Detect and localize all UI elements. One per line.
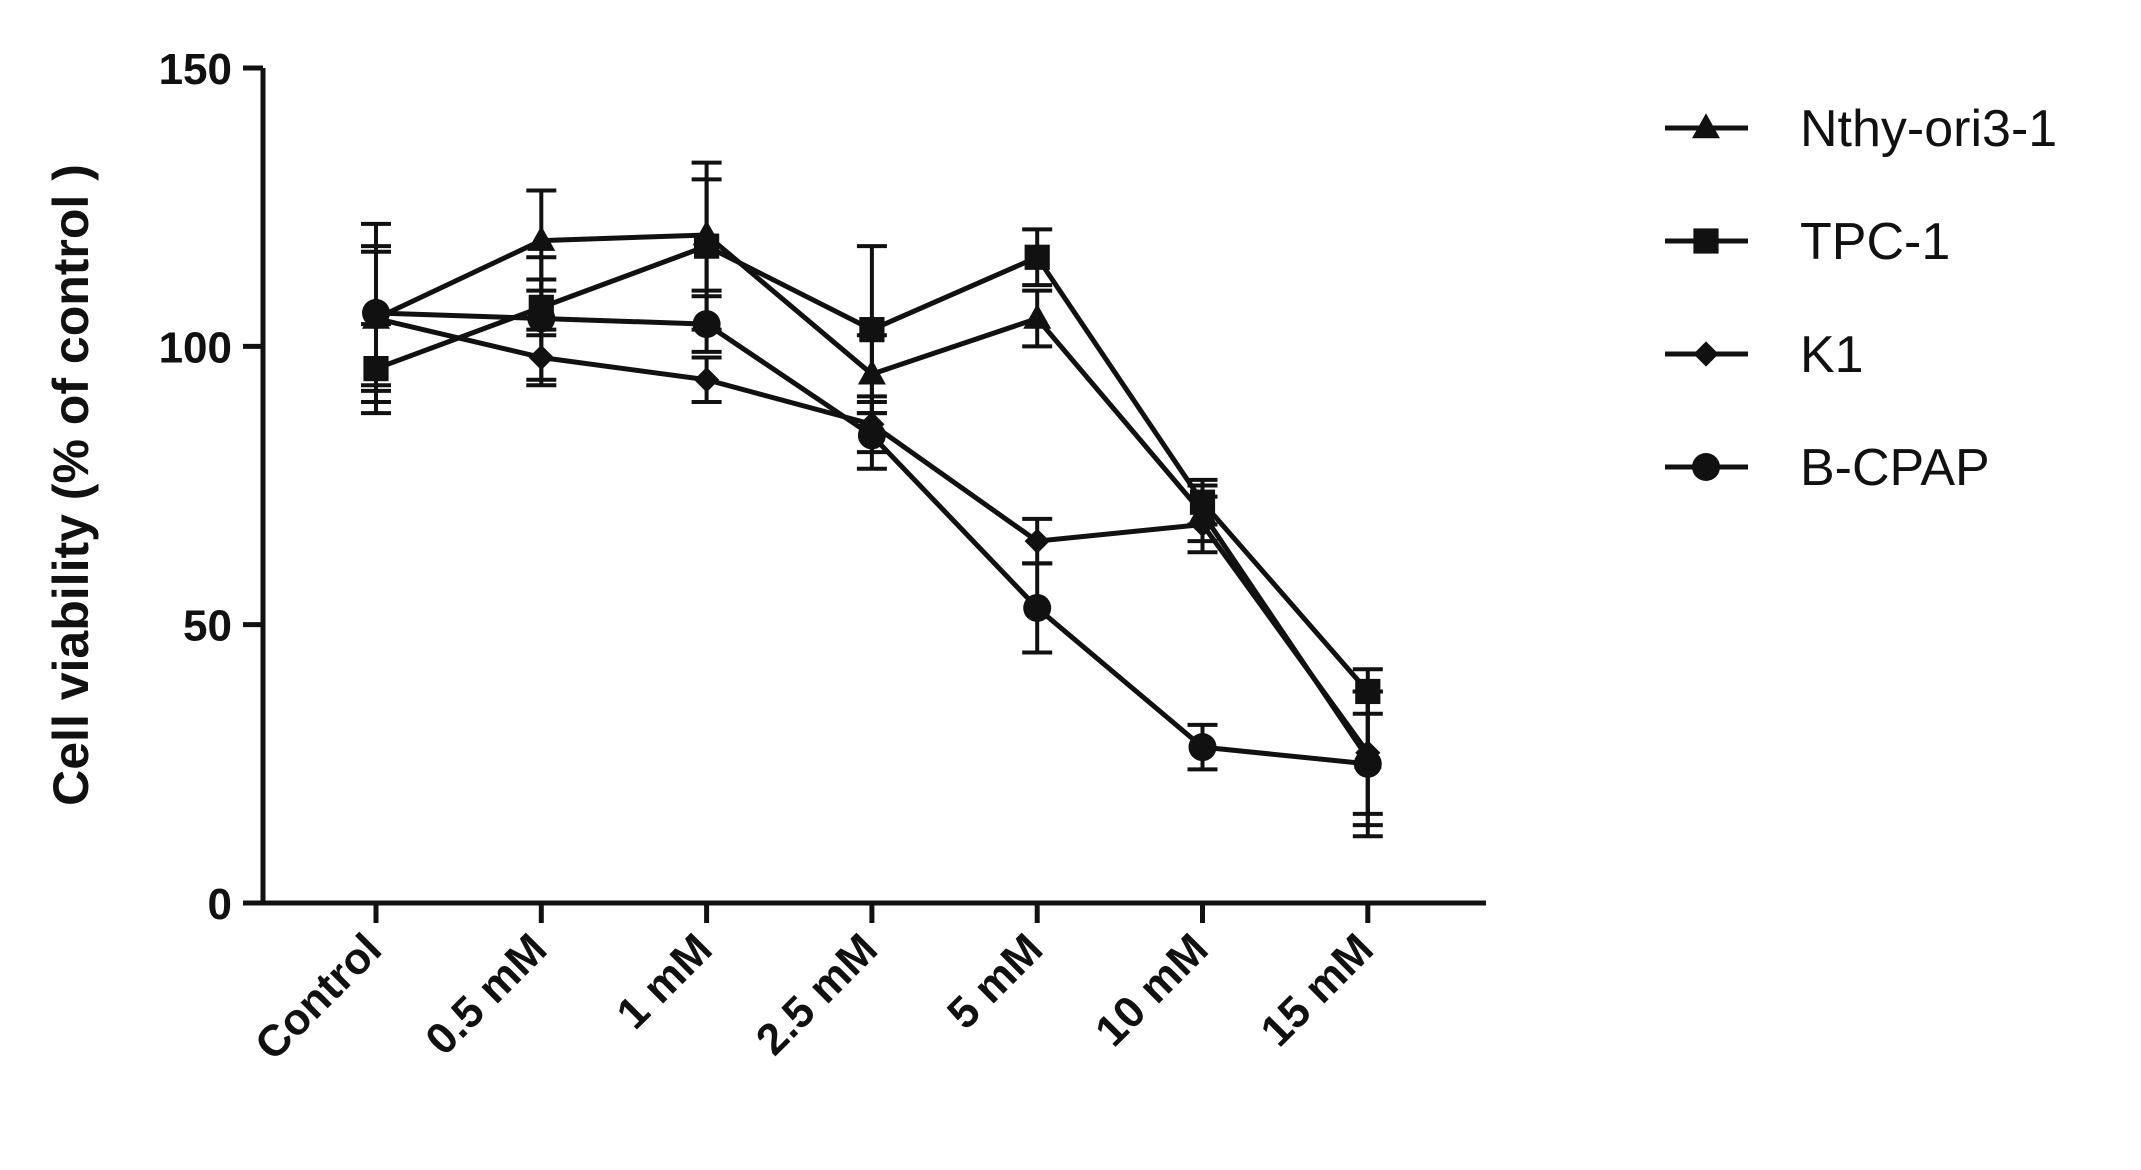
data-point (859, 317, 885, 343)
legend-label: K1 (1800, 326, 1864, 384)
series-b-cpap (361, 221, 1383, 839)
x-tick-label: 5 mM (938, 924, 1052, 1038)
data-point (1188, 733, 1217, 762)
y-tick-label: 150 (159, 45, 232, 94)
legend-item: B-CPAP (1665, 439, 1990, 497)
data-point (527, 304, 556, 333)
y-tick-label: 100 (159, 323, 232, 372)
legend-item: Nthy-ori3-1 (1665, 100, 2057, 158)
data-point (1024, 244, 1050, 270)
data-point (1353, 749, 1382, 778)
x-tick-label: 1 mM (607, 924, 721, 1038)
data-point (692, 310, 721, 339)
legend: Nthy-ori3-1 TPC-1 K1 B-CPAP (1665, 100, 2057, 497)
x-tick-label: 15 mM (1251, 924, 1382, 1055)
data-point (1024, 528, 1050, 554)
legend-label: TPC-1 (1800, 213, 1950, 271)
legend-marker (1693, 341, 1719, 367)
y-tick-label: 50 (183, 602, 232, 651)
x-tick-label: 2.5 mM (747, 924, 887, 1064)
y-axis-ticks: 0 50 100 150 (159, 45, 263, 929)
y-axis-title: Cell viability (% of control ) (43, 164, 99, 806)
legend-marker (1693, 228, 1719, 254)
data-point (1023, 303, 1052, 329)
legend-marker (1692, 113, 1720, 139)
x-tick-label: 0.5 mM (416, 924, 556, 1064)
data-point (1023, 593, 1052, 622)
data-point (694, 233, 720, 259)
data-point (527, 225, 556, 251)
data-point (362, 298, 390, 327)
legend-label: B-CPAP (1800, 439, 1990, 497)
legend-marker (1692, 453, 1720, 481)
x-tick-label: 10 mM (1086, 924, 1217, 1055)
legend-item: TPC-1 (1665, 213, 1950, 271)
data-point (1189, 511, 1216, 538)
series-layer (361, 160, 1383, 839)
legend-label: Nthy-ori3-1 (1800, 100, 2057, 158)
data-point (694, 367, 720, 393)
x-tick-label: Control (246, 924, 391, 1069)
data-point (857, 421, 886, 450)
legend-item: K1 (1665, 326, 1864, 384)
y-tick-label: 0 (208, 880, 232, 929)
x-axis-ticks: Control 0.5 mM 1 mM 2.5 mM 5 mM 10 mM 15 mM (246, 903, 1383, 1070)
